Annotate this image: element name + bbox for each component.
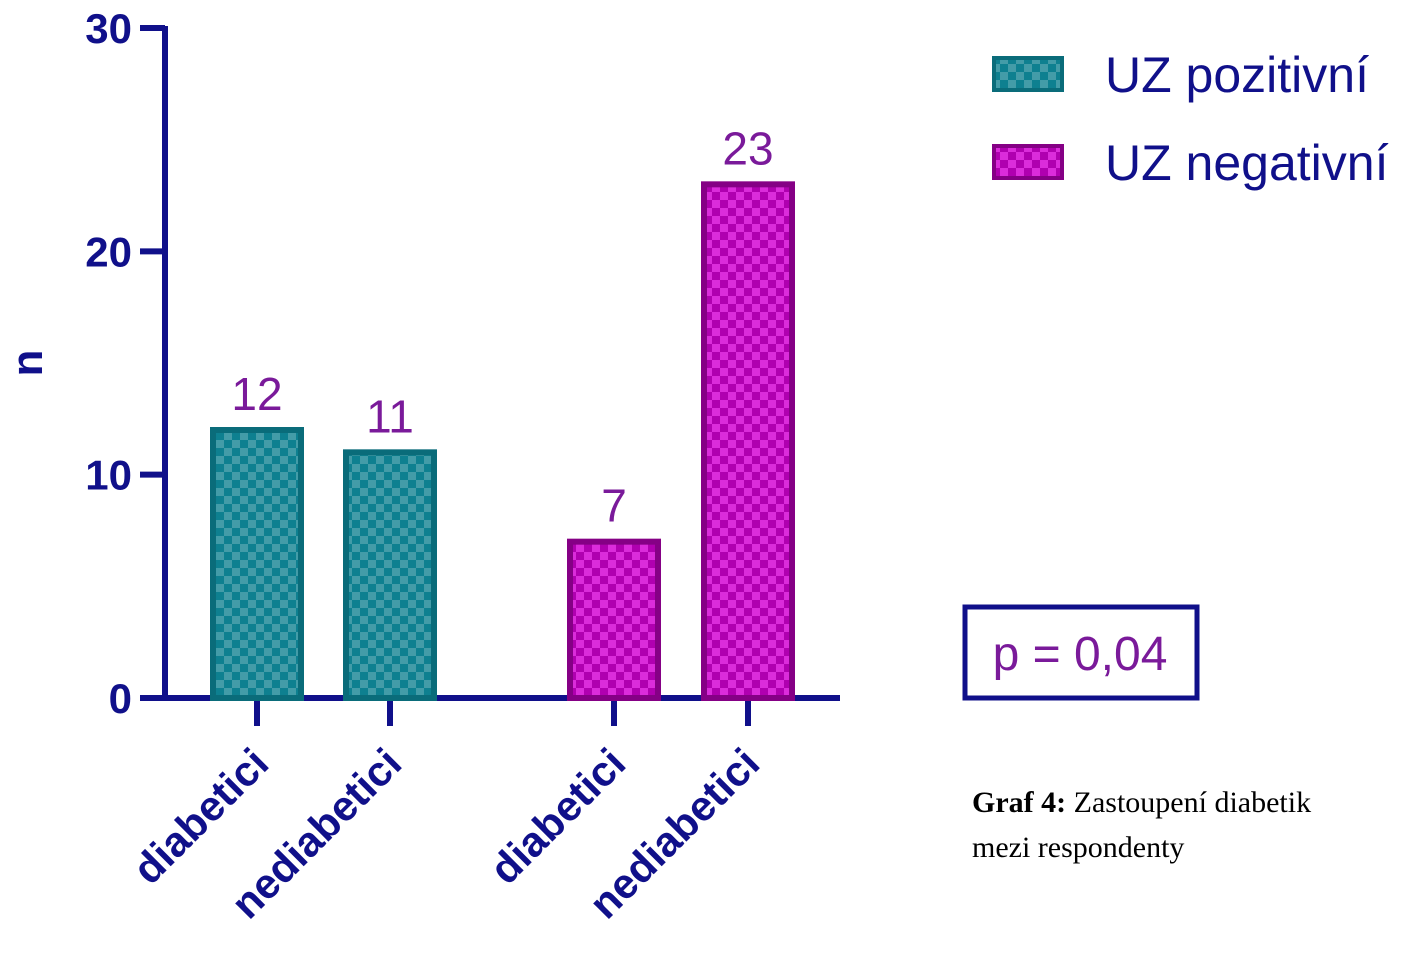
legend-swatch	[992, 144, 1064, 180]
bar	[567, 538, 661, 702]
value-label: 7	[601, 480, 627, 532]
value-label: 23	[722, 122, 773, 174]
annotation: p = 0,04	[993, 628, 1168, 681]
y-axis-label: n	[3, 350, 52, 377]
bar	[343, 449, 437, 702]
y-tick-label: 10	[85, 452, 132, 499]
caption-label: Graf 4:	[972, 786, 1066, 819]
y-tick-label: 0	[109, 675, 132, 722]
bar	[701, 181, 795, 702]
caption: Graf 4: Zastoupení diabetik	[972, 786, 1311, 819]
legend-label: UZ pozitivní	[1105, 47, 1369, 103]
y-tick-label: 30	[85, 5, 132, 52]
y-tick-label: 20	[85, 228, 132, 275]
caption-line: Zastoupení diabetik	[1074, 786, 1311, 819]
caption-line: mezi respondenty	[972, 831, 1184, 864]
value-label: 12	[231, 368, 282, 420]
annotation-box	[962, 604, 1200, 701]
bar	[210, 427, 304, 701]
legend-label: UZ negativní	[1105, 135, 1389, 191]
legend-swatch	[992, 56, 1064, 92]
value-label: 11	[366, 390, 414, 442]
